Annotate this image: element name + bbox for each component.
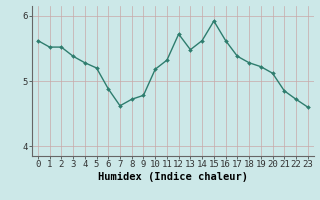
X-axis label: Humidex (Indice chaleur): Humidex (Indice chaleur) — [98, 172, 248, 182]
